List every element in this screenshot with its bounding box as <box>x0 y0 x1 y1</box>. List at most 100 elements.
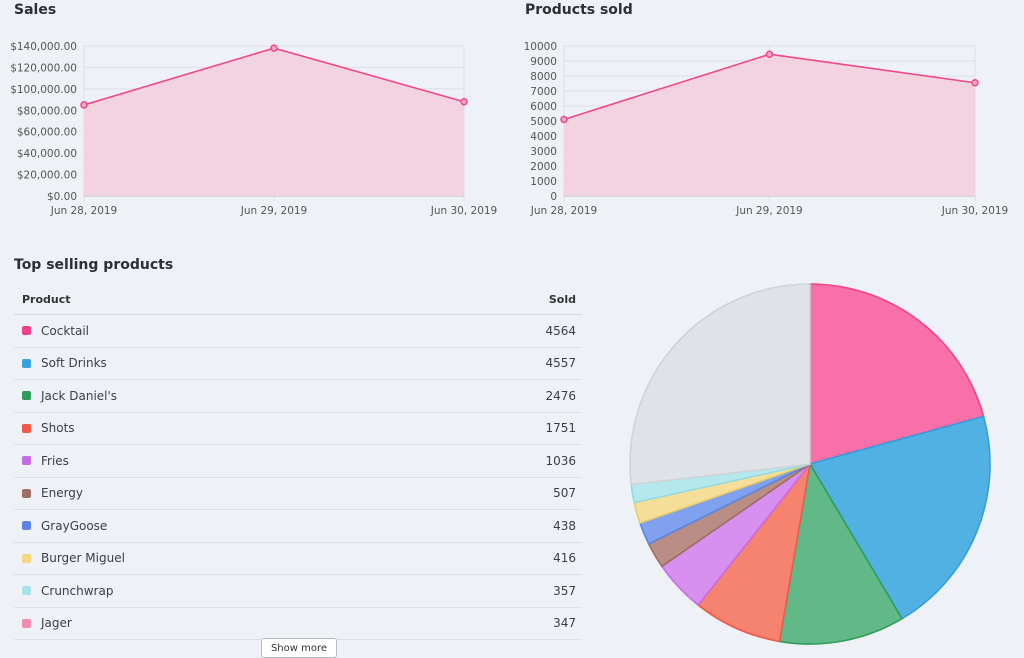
product-color-swatch <box>22 618 31 628</box>
sold-column-header: Sold <box>548 292 576 306</box>
products-sold-y-tick-label: 5000 <box>530 116 557 128</box>
products-sold-y-tick-label: 10000 <box>524 41 557 53</box>
product-color-swatch <box>22 521 31 531</box>
pie-slice[interactable] <box>809 283 985 466</box>
table-row: Cocktail 4564 <box>14 315 582 348</box>
sales-x-tick-label: Jun 28, 2019 <box>50 205 118 217</box>
products-sold-y-tick-label: 9000 <box>530 56 557 68</box>
product-name: Burger Miguel <box>41 551 125 566</box>
product-color-swatch <box>22 488 31 498</box>
table-row: Burger Miguel 416 <box>14 543 582 575</box>
product-color-swatch <box>22 326 31 336</box>
sales-point[interactable] <box>270 44 278 52</box>
product-cell: Shots <box>22 421 75 435</box>
products-sold-y-tick-label: 7000 <box>530 86 557 98</box>
sold-value: 438 <box>553 518 576 533</box>
table-row: Crunchwrap 357 <box>14 575 582 608</box>
product-color-swatch <box>22 358 31 368</box>
product-cell: Energy <box>22 486 83 500</box>
sales-y-tick-label: $120,000.00 <box>10 62 77 74</box>
table-row: Jager 347 <box>14 608 582 640</box>
sales-point[interactable] <box>460 97 468 106</box>
product-cell: Cocktail <box>22 324 89 338</box>
sales-y-tick-label: $80,000.00 <box>17 105 77 117</box>
sales-x-tick-label: Jun 29, 2019 <box>240 205 308 217</box>
products-sold-y-tick-label: 4000 <box>530 131 557 143</box>
products-sold-point[interactable] <box>971 79 979 87</box>
product-cell: Burger Miguel <box>22 551 125 565</box>
product-color-swatch <box>22 456 31 466</box>
products-sold-y-tick-label: 8000 <box>530 71 557 83</box>
sales-area <box>84 48 464 197</box>
table-row: Shots 1751 <box>14 413 582 445</box>
product-column-header: Product <box>22 292 71 306</box>
products-sold-y-tick-label: 2000 <box>530 161 557 173</box>
table-header: Product Sold <box>14 284 582 315</box>
sold-value: 347 <box>553 616 576 631</box>
sales-chart: $140,000.00 $120,000.00 $100,000.00 $80,000… <box>10 41 498 217</box>
sales-y-tick-label: $40,000.00 <box>17 148 77 160</box>
products-sold-x-tick-label: Jun 28, 2019 <box>530 205 598 217</box>
products-sold-point[interactable] <box>560 115 568 124</box>
sold-value: 1751 <box>545 421 576 436</box>
sales-y-tick-label: $140,000.00 <box>10 41 77 53</box>
table-body: Cocktail 4564 Soft Drinks 4557 Jack Daniel's… <box>14 315 582 640</box>
product-cell: Jack Daniel's <box>22 389 117 403</box>
table-row: Energy 507 <box>14 478 582 510</box>
products-sold-y-tick-label: 6000 <box>530 101 557 113</box>
products-sold-y-tick-label: 1000 <box>530 176 557 188</box>
products-sold-chart: 1000090008000700060005000400030002000100… <box>524 41 1009 217</box>
pie-slice[interactable] <box>778 461 904 645</box>
sales-y-tick-label: $100,000.00 <box>10 84 77 96</box>
top-selling-pie-chart <box>629 283 991 645</box>
product-color-swatch <box>22 586 31 596</box>
show-more-button[interactable]: Show more <box>261 638 337 658</box>
products-sold-x-tick-label: Jun 30, 2019 <box>941 205 1009 217</box>
table-row: GrayGoose 438 <box>14 510 582 543</box>
table-row: Fries 1036 <box>14 445 582 478</box>
product-name: Jack Daniel's <box>41 388 118 403</box>
sales-point[interactable] <box>80 101 88 109</box>
sold-value: 1036 <box>545 453 576 468</box>
table-row: Jack Daniel's 2476 <box>14 380 582 413</box>
products-sold-title: Products sold <box>525 2 633 18</box>
product-color-swatch <box>22 423 31 433</box>
sales-y-tick-label: $20,000.00 <box>17 170 77 182</box>
sold-value: 4557 <box>545 356 576 371</box>
product-color-swatch <box>22 553 31 563</box>
products-sold-y-tick-label: 3000 <box>530 146 557 158</box>
product-cell: Jager <box>22 616 72 630</box>
product-cell: Fries <box>22 454 69 468</box>
product-name: GrayGoose <box>41 518 108 533</box>
product-cell: Crunchwrap <box>22 584 113 598</box>
product-name: Cocktail <box>41 323 89 338</box>
sold-value: 507 <box>553 486 576 501</box>
product-name: Jager <box>41 616 72 631</box>
table-row: Soft Drinks 4557 <box>14 348 582 380</box>
top-selling-table: Product Sold Cocktail 4564 Soft Drinks 4557… <box>14 284 582 640</box>
sold-value: 416 <box>553 551 576 566</box>
product-name: Shots <box>41 421 75 436</box>
sold-value: 4564 <box>545 323 576 338</box>
pie-slice[interactable] <box>697 463 811 643</box>
product-name: Crunchwrap <box>41 583 114 598</box>
product-name: Fries <box>41 453 69 468</box>
products-sold-area <box>564 54 975 196</box>
pie-slice[interactable] <box>629 283 811 486</box>
product-color-swatch <box>22 391 31 401</box>
product-cell: Soft Drinks <box>22 356 107 370</box>
sales-y-tick-label: $0.00 <box>47 191 77 203</box>
product-name: Soft Drinks <box>41 356 107 371</box>
products-sold-point[interactable] <box>765 50 774 58</box>
sold-value: 2476 <box>545 388 576 403</box>
product-cell: GrayGoose <box>22 519 107 533</box>
sold-value: 357 <box>553 583 576 598</box>
top-selling-title: Top selling products <box>14 257 174 273</box>
products-sold-y-tick-label: 0 <box>550 191 557 203</box>
sales-x-tick-label: Jun 30, 2019 <box>430 205 498 217</box>
pie-slice[interactable] <box>808 415 991 620</box>
sales-y-tick-label: $60,000.00 <box>17 127 77 139</box>
product-name: Energy <box>41 486 84 501</box>
products-sold-x-tick-label: Jun 29, 2019 <box>735 205 803 217</box>
sales-title: Sales <box>14 2 57 18</box>
